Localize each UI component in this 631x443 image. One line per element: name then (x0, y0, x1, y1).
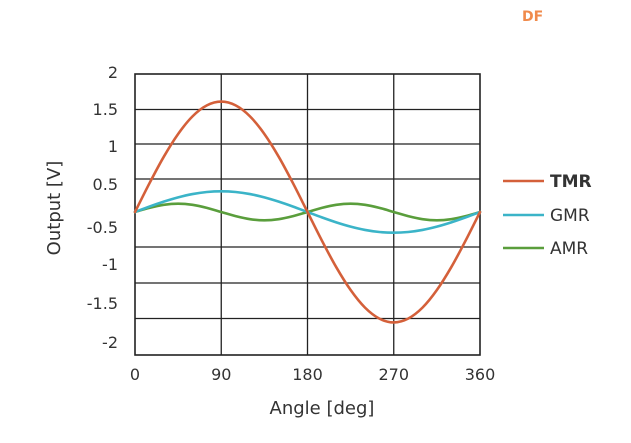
y-tick-label: -1.5 (87, 294, 118, 313)
tick-labels: 0 90 180 270 360 2 1.5 1 0.5 -0.5 -1 -1.5 -2 (87, 63, 495, 384)
series-layer (133, 100, 482, 324)
y-axis-label: Output [V] (44, 161, 65, 256)
x-tick-label: 90 (211, 365, 231, 384)
x-tick-label: 0 (130, 365, 140, 384)
legend: TMR GMR AMR (503, 172, 592, 259)
y-tick-label: -2 (102, 333, 118, 352)
y-tick-label: 1 (108, 137, 118, 156)
legend-label-tmr: TMR (550, 172, 592, 192)
legend-label-amr: AMR (550, 239, 588, 259)
x-tick-label: 360 (465, 365, 496, 384)
watermark-logo: DF (522, 9, 544, 25)
x-axis-label: Angle [deg] (270, 398, 375, 419)
y-tick-label: 0.5 (93, 175, 118, 194)
y-tick-label: -1 (102, 255, 118, 274)
y-tick-label: -0.5 (87, 218, 118, 237)
x-tick-label: 180 (292, 365, 323, 384)
y-tick-label: 1.5 (93, 100, 118, 119)
y-tick-label: 2 (108, 63, 118, 82)
x-tick-label: 270 (378, 365, 409, 384)
legend-label-gmr: GMR (550, 206, 590, 226)
series-line-tmr (133, 100, 482, 324)
